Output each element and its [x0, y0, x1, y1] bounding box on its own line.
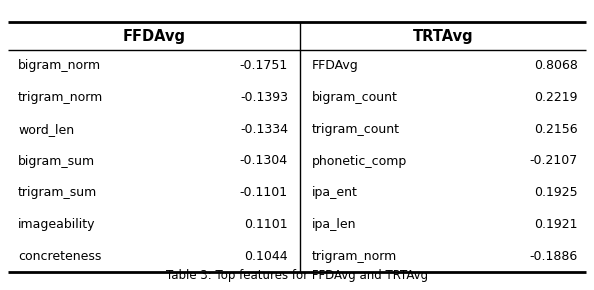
Text: trigram_norm: trigram_norm [18, 91, 103, 104]
Text: -0.1886: -0.1886 [530, 250, 578, 263]
Text: bigram_norm: bigram_norm [18, 59, 101, 72]
Text: imageability: imageability [18, 218, 96, 231]
Text: concreteness: concreteness [18, 250, 102, 263]
Text: 0.2156: 0.2156 [535, 123, 578, 136]
Text: -0.1101: -0.1101 [240, 186, 288, 199]
Text: ipa_len: ipa_len [312, 218, 356, 231]
Text: 0.1101: 0.1101 [244, 218, 288, 231]
Text: -0.2107: -0.2107 [530, 155, 578, 168]
Text: -0.1393: -0.1393 [240, 91, 288, 104]
Text: 0.8068: 0.8068 [534, 59, 578, 72]
Text: Table 3: Top features for FFDAvg and TRTAvg: Table 3: Top features for FFDAvg and TRT… [166, 269, 428, 282]
Text: ipa_ent: ipa_ent [312, 186, 358, 199]
Text: -0.1751: -0.1751 [240, 59, 288, 72]
Text: 0.1921: 0.1921 [535, 218, 578, 231]
Text: word_len: word_len [18, 123, 74, 136]
Text: trigram_norm: trigram_norm [312, 250, 397, 263]
Text: bigram_count: bigram_count [312, 91, 398, 104]
Text: 0.1044: 0.1044 [244, 250, 288, 263]
Text: -0.1334: -0.1334 [240, 123, 288, 136]
Text: TRTAvg: TRTAvg [413, 28, 473, 44]
Text: FFDAvg: FFDAvg [312, 59, 359, 72]
Text: trigram_sum: trigram_sum [18, 186, 97, 199]
Text: bigram_sum: bigram_sum [18, 155, 95, 168]
Text: trigram_count: trigram_count [312, 123, 400, 136]
Text: 0.1925: 0.1925 [535, 186, 578, 199]
Text: phonetic_comp: phonetic_comp [312, 155, 407, 168]
Text: 0.2219: 0.2219 [535, 91, 578, 104]
Text: FFDAvg: FFDAvg [122, 28, 185, 44]
Text: -0.1304: -0.1304 [240, 155, 288, 168]
